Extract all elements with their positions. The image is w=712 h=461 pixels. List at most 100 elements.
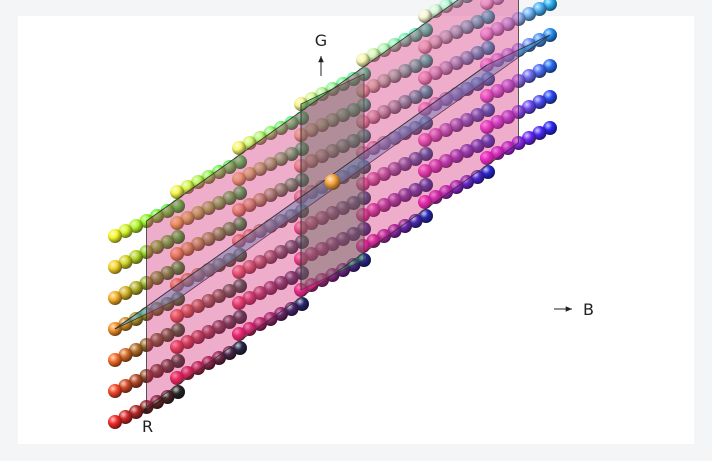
- color-sphere: [295, 297, 309, 311]
- color-sphere: [284, 302, 299, 316]
- color-sphere: [481, 41, 495, 55]
- color-sphere: [522, 131, 536, 145]
- color-sphere: [543, 121, 557, 135]
- plane-edges: [114, 64, 488, 330]
- color-sphere: [480, 89, 494, 103]
- color-sphere: [171, 230, 185, 244]
- color-sphere: [481, 10, 495, 24]
- color-sphere: [398, 157, 412, 171]
- color-sphere: [232, 172, 246, 186]
- color-sphere: [274, 214, 288, 228]
- color-sphere: [212, 351, 226, 365]
- color-sphere: [346, 134, 361, 148]
- color-sphere: [408, 90, 423, 104]
- color-sphere: [171, 323, 185, 337]
- color-sphere: [428, 66, 443, 80]
- color-sphere: [129, 219, 143, 233]
- color-sphere: [180, 335, 195, 349]
- color-sphere: [295, 142, 309, 156]
- color-sphere: [428, 97, 443, 111]
- r-axis-arrow: [141, 396, 167, 414]
- color-sphere: [543, 0, 557, 11]
- color-sphere: [263, 250, 278, 264]
- color-sphere: [233, 279, 247, 293]
- color-sphere: [470, 170, 485, 184]
- color-sphere: [408, 214, 423, 228]
- color-sphere: [356, 177, 370, 191]
- color-sphere: [470, 108, 485, 122]
- color-sphere: [522, 7, 536, 21]
- color-sphere: [490, 22, 505, 36]
- color-sphere: [212, 165, 226, 179]
- color-sphere: [150, 209, 164, 223]
- color-sphere: [180, 304, 195, 318]
- color-sphere: [160, 204, 175, 218]
- color-sphere: [439, 185, 453, 199]
- color-sphere: [439, 61, 453, 75]
- color-sphere: [222, 222, 237, 236]
- color-sphere: [460, 113, 474, 127]
- color-sphere: [315, 118, 329, 132]
- color-sphere: [470, 77, 485, 91]
- color-sphere: [295, 235, 309, 249]
- sphere-grid: [108, 0, 557, 429]
- color-sphere: [439, 92, 453, 106]
- color-sphere: [387, 131, 402, 145]
- color-sphere: [387, 162, 402, 176]
- color-sphere: [470, 15, 485, 29]
- color-sphere: [170, 216, 184, 230]
- color-sphere: [108, 353, 122, 367]
- color-sphere: [233, 341, 247, 355]
- color-sphere: [336, 201, 350, 215]
- color-sphere: [191, 268, 205, 282]
- color-sphere: [274, 183, 288, 197]
- color-sphere: [232, 203, 246, 217]
- color-sphere: [398, 126, 412, 140]
- color-sphere: [408, 152, 423, 166]
- color-sphere: [449, 25, 464, 39]
- color-sphere: [160, 266, 175, 280]
- color-sphere: [419, 209, 433, 223]
- color-sphere: [532, 95, 547, 109]
- color-sphere: [460, 82, 474, 96]
- color-sphere: [428, 190, 443, 204]
- color-sphere: [242, 167, 257, 181]
- color-sphere: [201, 325, 216, 339]
- color-sphere: [398, 64, 412, 78]
- magenta-plane: [146, 0, 519, 408]
- color-sphere: [284, 240, 299, 254]
- color-sphere: [170, 340, 184, 354]
- color-planes: [114, 0, 551, 408]
- color-sphere: [449, 149, 464, 163]
- color-sphere: [170, 309, 184, 323]
- color-sphere: [481, 134, 495, 148]
- color-sphere: [232, 327, 246, 341]
- color-sphere: [543, 90, 557, 104]
- color-sphere: [191, 237, 205, 251]
- color-sphere: [356, 115, 370, 129]
- color-sphere: [304, 247, 319, 261]
- color-sphere: [274, 276, 288, 290]
- color-sphere: [449, 87, 464, 101]
- color-sphere: [470, 46, 485, 60]
- g-axis-label: G: [315, 31, 327, 50]
- color-sphere: [253, 255, 267, 269]
- color-sphere: [233, 155, 247, 169]
- color-sphere: [501, 17, 515, 31]
- color-sphere: [418, 164, 432, 178]
- color-sphere: [108, 384, 122, 398]
- color-sphere: [129, 281, 143, 295]
- color-sphere: [325, 237, 340, 251]
- color-sphere: [408, 183, 423, 197]
- color-sphere: [242, 136, 257, 150]
- color-sphere: [428, 128, 443, 142]
- color-sphere: [315, 242, 329, 256]
- color-sphere: [501, 110, 515, 124]
- color-sphere: [532, 126, 547, 140]
- color-sphere: [419, 147, 433, 161]
- color-sphere: [366, 172, 381, 186]
- color-sphere: [242, 322, 257, 336]
- color-sphere: [470, 139, 485, 153]
- color-sphere: [232, 141, 246, 155]
- color-sphere: [129, 374, 143, 388]
